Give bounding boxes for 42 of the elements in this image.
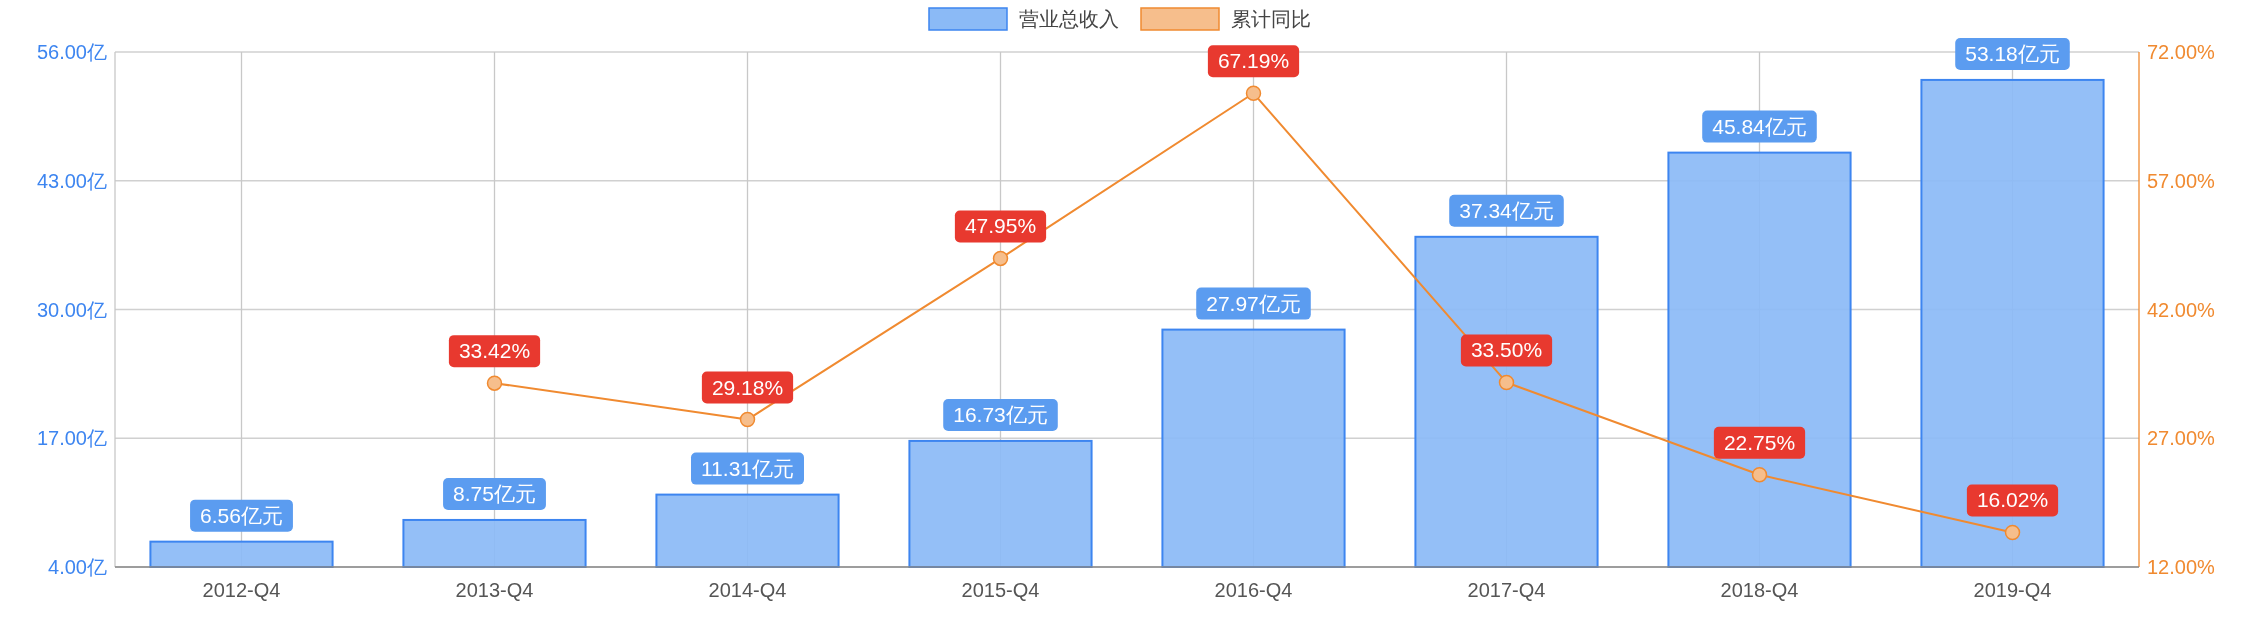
data-label: 11.31亿元 bbox=[701, 456, 794, 480]
x-tick-label: 2016-Q4 bbox=[1214, 579, 1293, 601]
data-label: 33.42% bbox=[458, 339, 531, 363]
x-tick-label: 2015-Q4 bbox=[961, 579, 1040, 601]
data-label: 37.34亿元 bbox=[1459, 198, 1554, 222]
x-tick-label: 2013-Q4 bbox=[455, 579, 534, 601]
x-tick-label: 2014-Q4 bbox=[708, 579, 787, 601]
x-tick-label: 2019-Q4 bbox=[1973, 579, 2052, 601]
data-label: 67.19% bbox=[1217, 49, 1290, 73]
y-tick-label: 4.00亿 bbox=[48, 556, 107, 578]
point bbox=[992, 250, 1009, 267]
y-tick-label: 56.00亿 bbox=[36, 41, 107, 63]
x-tick-label: 2012-Q4 bbox=[202, 579, 281, 601]
legend-label: 营业总收入 bbox=[1019, 8, 1119, 30]
y-tick-label: 30.00亿 bbox=[36, 298, 107, 321]
data-label: 47.95% bbox=[964, 214, 1037, 238]
y2-tick-label: 42.00% bbox=[2147, 298, 2216, 321]
y2-tick-label: 57.00% bbox=[2147, 169, 2216, 192]
x-tick-label: 2017-Q4 bbox=[1467, 579, 1546, 601]
data-label: 29.18% bbox=[711, 375, 784, 399]
point bbox=[1498, 374, 1515, 391]
x-tick-label: 2018-Q4 bbox=[1720, 579, 1799, 601]
legend-label: 累计同比 bbox=[1231, 8, 1311, 30]
y2-tick-label: 72.00% bbox=[2147, 41, 2216, 63]
data-label: 45.84亿元 bbox=[1712, 114, 1807, 138]
y2-tick-label: 27.00% bbox=[2147, 427, 2216, 450]
data-label: 33.50% bbox=[1470, 338, 1543, 362]
data-label: 53.18亿元 bbox=[1965, 41, 2060, 65]
y2-tick-label: 12.00% bbox=[2147, 556, 2216, 578]
data-label: 6.56亿元 bbox=[200, 503, 283, 527]
data-label: 22.75% bbox=[1723, 430, 1796, 454]
y-tick-label: 17.00亿 bbox=[36, 427, 107, 450]
point bbox=[486, 375, 503, 391]
point bbox=[1245, 85, 1262, 102]
data-label: 8.75亿元 bbox=[453, 481, 536, 505]
point bbox=[739, 411, 756, 428]
point bbox=[2004, 524, 2021, 541]
y-tick-label: 43.00亿 bbox=[36, 169, 107, 192]
point bbox=[1751, 466, 1768, 483]
data-label: 16.73亿元 bbox=[953, 402, 1048, 426]
data-label: 27.97亿元 bbox=[1206, 291, 1301, 315]
data-label: 16.02% bbox=[1976, 488, 2049, 512]
